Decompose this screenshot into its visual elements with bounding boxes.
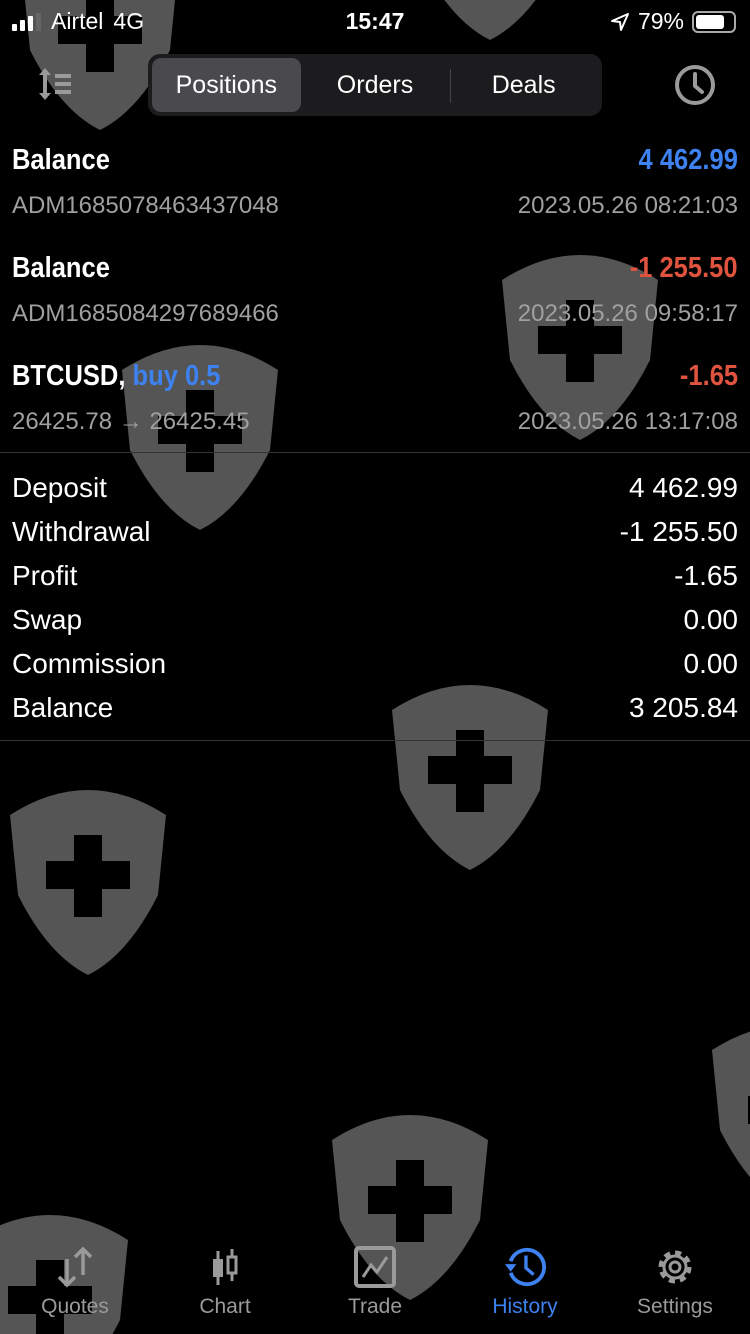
summary-label: Withdrawal <box>12 516 151 547</box>
divider <box>0 740 750 741</box>
summary-row-swap: Swap 0.00 <box>0 598 750 642</box>
tab-chart[interactable]: Chart <box>150 1245 300 1334</box>
tab-deals[interactable]: Deals <box>491 70 556 99</box>
deal-title: BTCUSD, buy 0.5 <box>12 360 221 392</box>
deal-row[interactable]: Balance -1 255.50 ADM1685084297689466 20… <box>0 248 750 356</box>
segment-divider <box>450 69 451 103</box>
deal-type: buy 0.5 <box>132 360 221 392</box>
sort-icon[interactable] <box>36 66 74 102</box>
summary-label: Profit <box>12 560 78 591</box>
summary-row-withdrawal: Withdrawal -1 255.50 <box>0 510 750 554</box>
summary-label: Swap <box>12 604 83 635</box>
status-bar: Airtel 4G 15:47 79% <box>0 0 750 42</box>
history-icon <box>504 1247 547 1287</box>
deal-value: -1 255.50 <box>630 252 738 284</box>
toolbar: Positions Orders Deals <box>0 52 750 118</box>
summary-value: -1.65 <box>674 560 738 591</box>
deal-date: 2023.05.26 13:17:08 <box>517 408 738 435</box>
segmented-control: Positions Orders Deals <box>148 54 602 116</box>
tab-quotes[interactable]: Quotes <box>0 1245 150 1334</box>
deal-id: ADM1685078463437048 <box>12 192 279 219</box>
candlestick-icon <box>213 1249 238 1285</box>
deal-row[interactable]: Balance 4 462.99 ADM1685078463437048 202… <box>0 140 750 248</box>
tab-history[interactable]: History <box>450 1245 600 1334</box>
tab-label: History <box>492 1295 558 1318</box>
tab-label: Settings <box>637 1295 713 1318</box>
tab-label: Chart <box>199 1295 251 1318</box>
tab-trade[interactable]: Trade <box>300 1245 450 1334</box>
deal-id: ADM1685084297689466 <box>12 300 279 327</box>
summary-row-balance: Balance 3 205.84 <box>0 686 750 730</box>
battery-percent: 79% <box>637 8 684 34</box>
tab-positions[interactable]: Positions <box>152 58 301 112</box>
battery-icon <box>692 10 736 33</box>
clock-time: 15:47 <box>345 8 405 34</box>
summary-label: Commission <box>12 648 167 679</box>
summary-row-profit: Profit -1.65 <box>0 554 750 598</box>
summary-value: 0.00 <box>683 604 739 635</box>
deal-value: 4 462.99 <box>638 144 738 176</box>
deal-title: Balance <box>12 252 110 284</box>
deal-row[interactable]: BTCUSD, buy 0.5 -1.65 26425.78 → 26425.4… <box>0 356 750 464</box>
gear-icon <box>658 1250 692 1284</box>
tab-label: Quotes <box>41 1295 109 1318</box>
tab-label: Trade <box>347 1295 403 1318</box>
summary-value: 0.00 <box>683 648 739 679</box>
trade-chart-icon <box>354 1246 396 1288</box>
deal-date: 2023.05.26 08:21:03 <box>517 192 738 219</box>
divider <box>0 452 750 453</box>
summary-value: 4 462.99 <box>629 472 738 503</box>
summary-label: Balance <box>12 692 114 723</box>
tab-settings[interactable]: Settings <box>600 1245 750 1334</box>
deal-prices: 26425.78 → 26425.45 <box>12 408 250 435</box>
summary-row-commission: Commission 0.00 <box>0 642 750 686</box>
deal-date: 2023.05.26 09:58:17 <box>517 300 738 327</box>
location-icon <box>610 12 629 31</box>
clock-icon[interactable] <box>674 64 716 106</box>
summary-value: -1 255.50 <box>619 516 738 547</box>
summary-value: 3 205.84 <box>629 692 738 723</box>
summary-label: Deposit <box>12 472 107 503</box>
quotes-arrows-icon <box>57 1246 93 1288</box>
tab-orders[interactable]: Orders <box>336 70 414 99</box>
deal-value: -1.65 <box>679 360 738 392</box>
summary-row-deposit: Deposit 4 462.99 <box>0 466 750 510</box>
tab-bar: Quotes Chart Trade History Settings <box>0 1245 750 1334</box>
deal-title: Balance <box>12 144 110 176</box>
